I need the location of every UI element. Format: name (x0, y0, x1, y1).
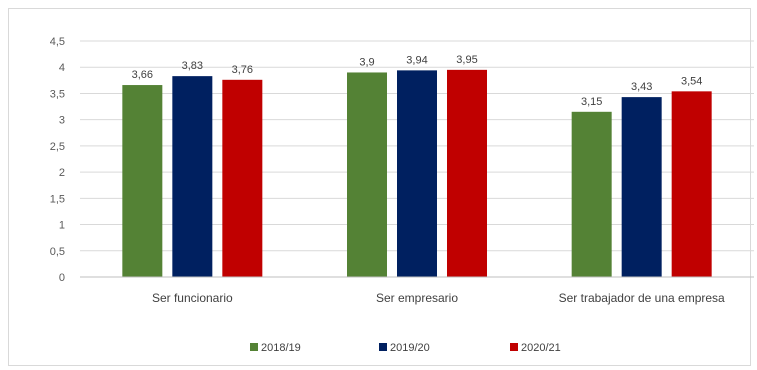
y-tick-label: 4 (59, 62, 65, 74)
y-tick-label: 3,5 (50, 88, 65, 100)
bar (671, 91, 712, 277)
data-label: 3,43 (631, 81, 652, 93)
bar (122, 85, 163, 277)
data-label: 3,95 (456, 54, 477, 66)
data-label: 3,15 (581, 96, 602, 108)
y-tick-label: 3 (59, 115, 65, 127)
bar (571, 111, 612, 277)
y-tick-label: 2 (59, 167, 65, 179)
bar (172, 76, 213, 277)
y-tick-label: 1 (59, 220, 65, 232)
data-label: 3,66 (132, 69, 153, 81)
legend-swatch (379, 343, 387, 351)
y-tick-label: 4,5 (50, 36, 65, 48)
bar (397, 70, 437, 277)
x-category-label: Ser empresario (376, 291, 458, 305)
y-tick-label: 1,5 (50, 193, 65, 205)
legend-swatch (250, 343, 258, 351)
data-label: 3,76 (232, 64, 253, 76)
legend-swatch (510, 343, 518, 351)
bar (621, 97, 662, 277)
x-category-label: Ser funcionario (152, 291, 233, 305)
data-label: 3,54 (681, 75, 702, 87)
legend: 2018/19 2019/20 2020/21 (250, 342, 561, 354)
legend-label: 2018/19 (261, 342, 301, 354)
x-axis: Ser funcionario Ser empresario Ser trabaja… (80, 276, 754, 305)
data-label: 3,94 (406, 54, 427, 66)
bar (347, 72, 387, 277)
data-label: 3,83 (182, 60, 203, 72)
bar (447, 69, 487, 277)
bars (122, 69, 712, 277)
x-category-label: Ser trabajador de una empresa (559, 291, 725, 305)
legend-label: 2019/20 (390, 342, 430, 354)
y-tick-label: 0 (59, 272, 65, 284)
data-labels: 3,66 3,83 3,76 3,9 3,94 3,95 3,15 3,43 3,54 (132, 54, 703, 108)
bar (222, 79, 263, 277)
y-tick-label: 2,5 (50, 141, 65, 153)
legend-label: 2020/21 (521, 342, 561, 354)
data-label: 3,9 (359, 56, 374, 68)
y-axis: 0 0,5 1 1,5 2 2,5 3 3,5 4 4,5 (50, 36, 65, 284)
y-tick-label: 0,5 (50, 246, 65, 258)
